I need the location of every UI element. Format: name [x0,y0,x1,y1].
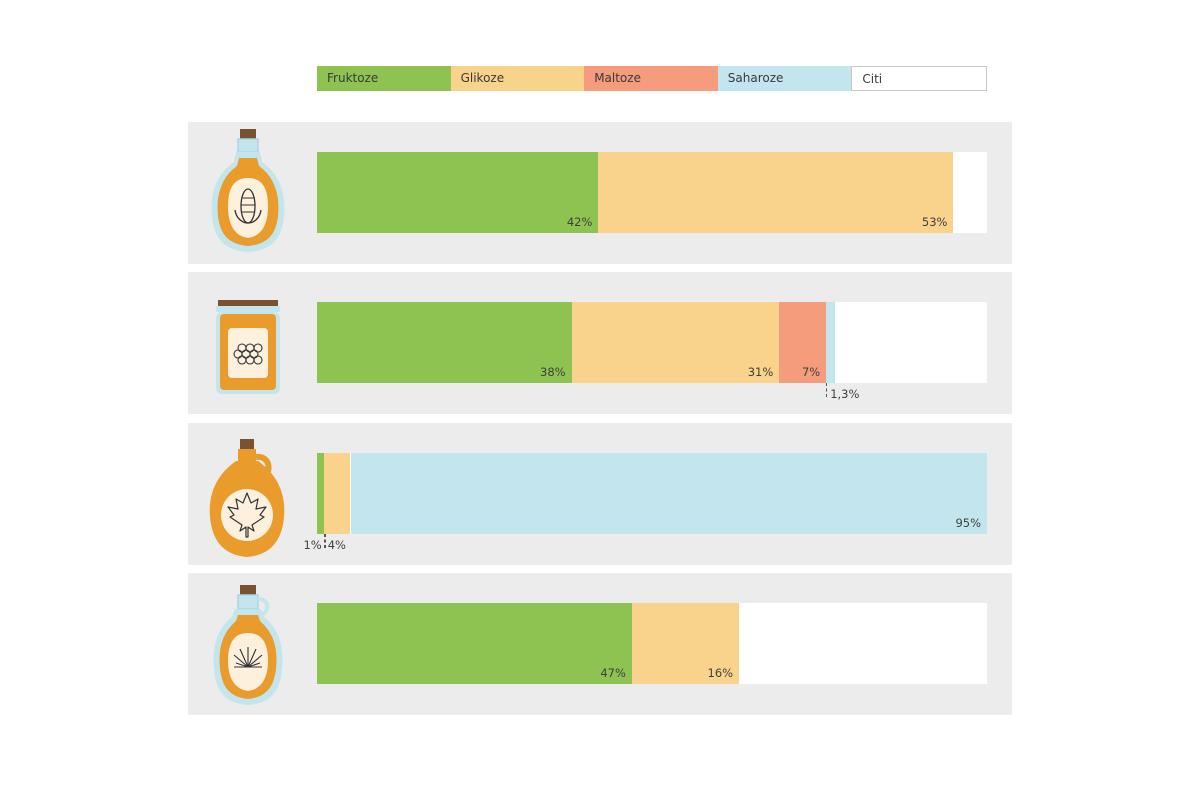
data-label: 4% [327,538,346,552]
agave-syrup-bottle-icon [213,585,283,705]
bar-segment: 7% [779,302,827,383]
data-label: 31% [747,365,774,379]
bar-segment: 95% [350,453,987,534]
legend: Fruktoze Glikoze Maltoze Saharoze Citi [317,66,987,91]
bar-segment: 38% [317,302,572,383]
legend-item: Glikoze [450,66,585,91]
label-leader-line [826,383,828,397]
bar-segment [317,453,324,534]
data-label: 1% [303,538,322,552]
corn-syrup-bottle-icon [211,129,285,252]
bar-segment [826,302,835,383]
data-label: 1,3% [830,387,860,401]
label-leader-line [324,534,326,548]
honey-jar-icon [216,300,280,394]
label-leader-line [323,534,325,548]
data-label: 47% [600,666,626,680]
data-label: 42% [566,215,593,229]
data-label: 38% [540,365,566,379]
bar-segment: 31% [571,302,780,383]
bar-row: 1% 4% 95% [303,453,987,552]
panel-corn-syrup: 42% 53% [188,122,1012,264]
bar-row: 42% 53% [317,152,987,233]
panel-agave-syrup: 47% 16% [188,573,1012,715]
legend-item: Citi [851,66,987,91]
data-label: 7% [801,365,821,379]
bar-segment [323,453,351,534]
legend-item: Saharoze [717,66,852,91]
panel-maple-syrup: 1% 4% 95% [188,423,1012,565]
legend-item: Maltoze [584,66,718,91]
bar-segment: 16% [631,603,740,684]
legend-item: Fruktoze [317,66,451,91]
bar-segment: 47% [317,603,632,684]
data-label: 53% [921,215,948,229]
bar-row: 38% 31% 7% 1,3% [317,302,987,401]
maple-syrup-jug-icon [209,439,285,557]
bar-segment: 53% [598,152,954,233]
bar-row: 47% 16% [317,603,987,684]
bar-segment: 42% [317,152,599,233]
panel-honey: 38% 31% 7% 1,3% [188,272,1012,414]
data-label: 16% [707,666,734,680]
data-label: 95% [955,516,981,530]
